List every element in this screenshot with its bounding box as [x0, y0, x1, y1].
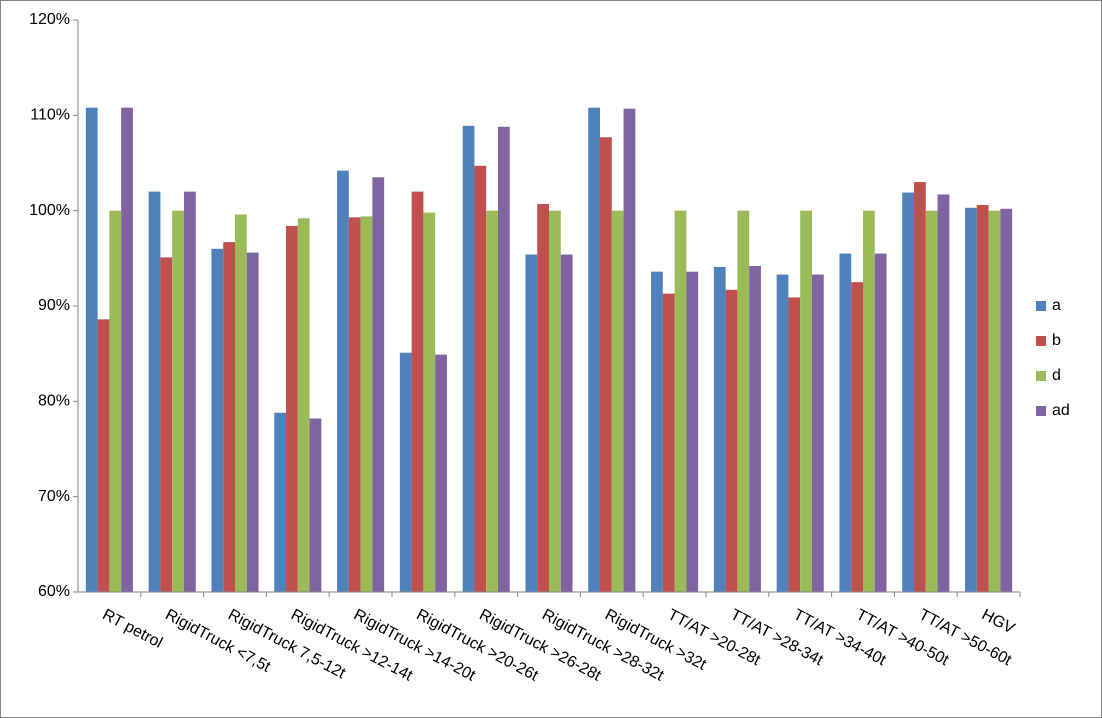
bar: [97, 319, 110, 592]
legend-label: a: [1052, 297, 1061, 314]
bar: [776, 274, 789, 592]
bar: [600, 137, 612, 592]
legend-label: b: [1052, 332, 1061, 349]
bar: [925, 210, 938, 592]
bar: [976, 204, 989, 593]
bar: [286, 225, 298, 593]
bar: [309, 418, 322, 592]
bar: [486, 210, 498, 592]
bar: [223, 242, 235, 593]
y-tick-label: 110%: [30, 107, 70, 124]
bar: [686, 271, 699, 592]
y-tick-label: 120%: [29, 11, 70, 28]
bar: [423, 212, 436, 592]
bar: [246, 252, 259, 592]
bar: [965, 207, 977, 592]
bar: [725, 289, 738, 592]
bar: [1000, 208, 1013, 592]
legend-swatch: [1036, 406, 1046, 416]
bar: [737, 210, 750, 592]
bar: [211, 248, 224, 593]
y-tick-label: 100%: [29, 202, 70, 219]
y-tick-label: 80%: [38, 393, 70, 410]
bar: [674, 210, 687, 592]
y-tick-label: 90%: [38, 297, 70, 314]
bar: [172, 210, 184, 592]
bar: [549, 210, 561, 592]
bar: [651, 271, 663, 592]
bar: [474, 165, 487, 593]
legend-swatch: [1036, 371, 1046, 381]
bar: [902, 192, 915, 592]
bar: [560, 254, 573, 592]
bar: [914, 182, 926, 593]
bar: [525, 254, 538, 592]
bar: [399, 352, 412, 592]
bar: [937, 194, 950, 592]
bar: [337, 170, 349, 593]
y-tick-label: 60%: [38, 583, 70, 600]
bar: [297, 218, 310, 592]
bar: [749, 265, 761, 592]
bar: [839, 253, 852, 593]
bar: [160, 257, 173, 592]
bar: [121, 107, 133, 592]
bar: [497, 126, 510, 593]
bar: [800, 210, 812, 592]
bar: [788, 297, 801, 592]
bar: [462, 125, 475, 592]
bar: [623, 108, 636, 592]
bar: [662, 293, 675, 592]
bar: [109, 210, 122, 592]
bar: [988, 210, 1001, 592]
bar: [863, 210, 875, 592]
y-tick-label: 70%: [38, 488, 70, 505]
legend-swatch: [1036, 301, 1046, 311]
bar: [85, 107, 98, 592]
bar: [411, 191, 424, 592]
bar: [148, 191, 161, 592]
bar: [537, 203, 549, 592]
bar: [348, 217, 361, 592]
bar: [588, 107, 601, 592]
bar: [360, 216, 373, 593]
legend-label: d: [1052, 367, 1061, 384]
bar: [274, 412, 287, 592]
bar: [611, 210, 624, 592]
bar: [874, 253, 887, 593]
bar: [811, 274, 824, 592]
bar: [183, 191, 196, 592]
bar: [851, 282, 863, 592]
bar: [235, 214, 247, 593]
legend-label: ad: [1052, 402, 1070, 419]
bar: [713, 266, 726, 592]
legend-swatch: [1036, 336, 1046, 346]
bar: [435, 354, 447, 592]
bar: [372, 177, 385, 593]
